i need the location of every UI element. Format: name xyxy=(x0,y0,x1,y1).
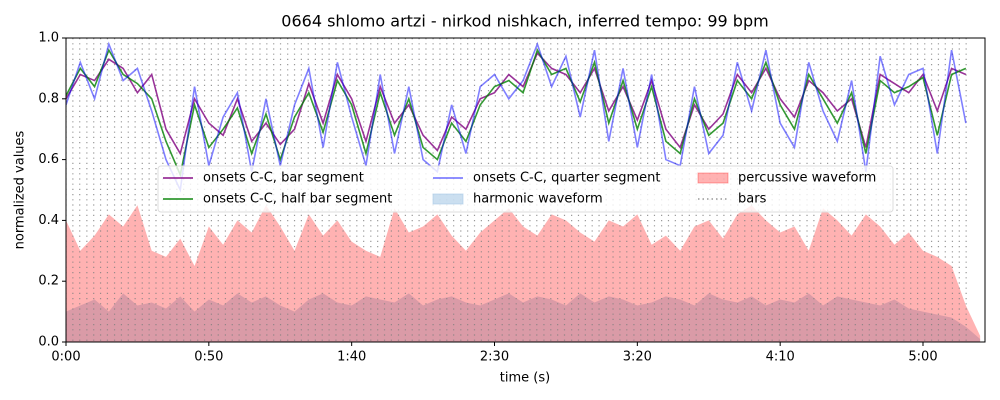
legend-label: harmonic waveform xyxy=(473,192,603,207)
legend: onsets C-C, bar segment onsets C-C, half … xyxy=(157,165,894,213)
line xyxy=(66,48,967,178)
legend-box xyxy=(157,165,894,213)
x-tick-label: 0:00 xyxy=(51,350,80,365)
x-tick-label: 0:50 xyxy=(194,350,223,365)
area xyxy=(66,205,981,342)
y-tick-label: 1.0 xyxy=(38,31,59,46)
x-axis-label: time (s) xyxy=(500,371,550,386)
x-tick-label: 3:20 xyxy=(623,350,652,365)
legend-label: percussive waveform xyxy=(738,171,876,186)
legend-label: onsets C-C, half bar segment xyxy=(203,192,392,207)
y-axis-label: normalized values xyxy=(13,130,28,249)
y-tick-label: 0.6 xyxy=(38,152,59,167)
x-tick-label: 5:00 xyxy=(908,350,937,365)
y-tick-label: 0.0 xyxy=(38,335,59,350)
x-tick-label: 2:30 xyxy=(480,350,509,365)
y-tick-label: 0.4 xyxy=(38,213,59,228)
line xyxy=(66,41,967,193)
line xyxy=(66,51,967,156)
chart-title: 0664 shlomo artzi - nirkod nishkach, inf… xyxy=(281,12,768,31)
legend-swatch xyxy=(697,172,729,184)
legend-label: onsets C-C, quarter segment xyxy=(473,171,660,186)
legend-label: onsets C-C, bar segment xyxy=(203,171,364,186)
y-tick-label: 0.2 xyxy=(38,274,59,289)
legend-swatch xyxy=(432,193,464,205)
legend-label: bars xyxy=(738,192,767,207)
x-tick-label: 1:40 xyxy=(337,350,366,365)
y-tick-label: 0.8 xyxy=(38,91,59,106)
x-tick-label: 4:10 xyxy=(766,350,795,365)
plot-frame xyxy=(65,37,986,343)
